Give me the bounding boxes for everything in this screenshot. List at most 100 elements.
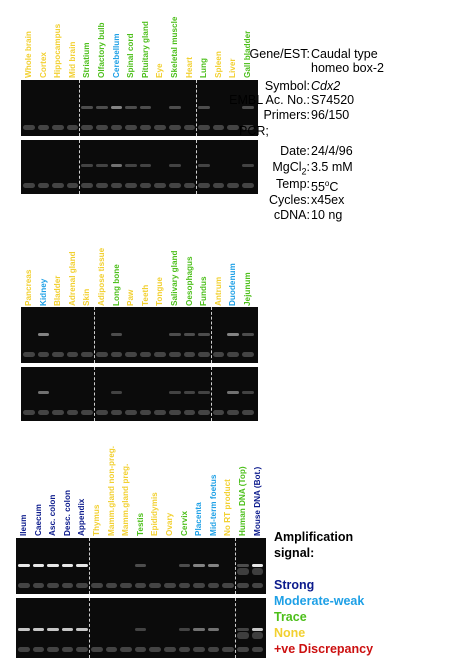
primer-dimer-band — [96, 352, 108, 357]
gel-separator — [210, 307, 212, 363]
gene-value-line-2: homeo box-2 — [311, 61, 384, 75]
tissue-labels-panel-2: Pancreas Kidney Bladder Adrenal gland Skin Ad… — [21, 232, 261, 306]
product-band — [227, 391, 239, 394]
primer-dimer-band — [154, 125, 166, 130]
primer-dimer-band — [154, 183, 166, 188]
lane-label: Oesophagus — [184, 256, 194, 306]
lane-label: Mamm.gland non-preg. — [106, 445, 116, 536]
lane-label: Skeletal muscle — [170, 16, 179, 78]
lane-label: Teeth — [140, 284, 150, 306]
product-band — [169, 106, 181, 109]
product-band — [134, 564, 147, 567]
primer-dimer-band — [154, 410, 166, 415]
primer-dimer-band — [120, 583, 132, 588]
primer-dimer-band — [96, 410, 108, 415]
cycles-label: Cycles: — [269, 193, 310, 207]
lane-label: Paw — [126, 289, 136, 306]
product-band — [207, 628, 220, 631]
primer-dimer-band — [52, 352, 64, 357]
product-band — [47, 628, 59, 631]
mgcl-label: MgCl2: — [272, 160, 310, 177]
product-band — [96, 164, 108, 167]
product-band — [110, 333, 123, 336]
gel-separator — [196, 80, 198, 136]
gene-label: Gene/EST: — [249, 47, 310, 61]
lane-label: Mamm.gland preg. — [121, 463, 131, 536]
lane-label: Cerebellum — [111, 33, 121, 78]
cycles-value: x45ex — [311, 193, 345, 207]
primer-dimer-band — [251, 647, 264, 652]
primer-dimer-band — [242, 183, 254, 188]
lane-label: Bladder — [53, 275, 63, 306]
product-band — [134, 628, 147, 631]
product-band — [18, 628, 30, 631]
temp-label: Temp: — [275, 177, 310, 191]
product-band — [237, 628, 249, 631]
primer-dimer-band — [18, 583, 30, 588]
product-band — [178, 628, 191, 631]
lane-label: Eye — [155, 63, 165, 78]
product-band — [139, 164, 152, 167]
primer-dimer-band — [139, 410, 152, 415]
lane-label: Spleen — [213, 51, 223, 78]
product-band — [110, 391, 123, 394]
primer-dimer-band — [227, 410, 239, 415]
primer-dimer-band — [212, 352, 225, 357]
product-band — [183, 333, 196, 336]
legend-title-line-2: signal: — [274, 546, 315, 560]
lane-label: Long bone — [111, 264, 121, 306]
lane-label: No RT product — [223, 479, 233, 536]
lane-label: Hippocampus — [53, 23, 63, 78]
primer-dimer-band — [47, 583, 59, 588]
primer-dimer-band — [91, 647, 103, 652]
primer-dimer-band — [139, 183, 152, 188]
gel-image-panel-3-top — [16, 538, 266, 594]
product-band — [37, 391, 50, 394]
embl-value: S74520 — [311, 93, 355, 107]
primer-dimer-band — [183, 410, 196, 415]
legend-strong: Strong — [274, 578, 315, 592]
primer-dimer-band — [251, 583, 264, 588]
primer-dimer-band — [154, 352, 166, 357]
primer-dimer-band — [37, 352, 50, 357]
primer-dimer-band — [81, 183, 93, 188]
dna-smear — [237, 568, 249, 575]
primer-dimer-band — [193, 583, 205, 588]
primer-dimer-band — [105, 647, 118, 652]
gene-value-line-1: Caudal type — [311, 47, 378, 61]
product-band — [193, 628, 205, 631]
primer-dimer-band — [81, 410, 93, 415]
product-band — [125, 164, 137, 167]
primer-dimer-band — [52, 125, 64, 130]
primer-dimer-band — [23, 183, 35, 188]
product-band — [242, 164, 254, 167]
primer-dimer-band — [178, 583, 191, 588]
gel-separator — [89, 538, 90, 594]
primer-dimer-band — [110, 125, 123, 130]
gel-separator — [79, 140, 81, 194]
primer-dimer-band — [125, 410, 137, 415]
primer-dimer-band — [125, 183, 137, 188]
primer-dimer-band — [207, 647, 220, 652]
product-band — [251, 628, 264, 631]
gel-separator — [94, 367, 95, 421]
date-value: 24/4/96 — [311, 144, 353, 158]
gel-separator — [235, 538, 236, 594]
primer-dimer-band — [222, 583, 234, 588]
primer-dimer-band — [32, 583, 45, 588]
gel-image-panel-3-bottom — [16, 598, 266, 658]
primer-dimer-band — [47, 647, 59, 652]
primer-dimer-band — [183, 125, 196, 130]
lane-label: Spinal cord — [126, 33, 136, 78]
lane-label: Fundus — [199, 276, 209, 306]
lane-label: Antrum — [213, 276, 223, 306]
product-band — [198, 391, 210, 394]
lane-label: Ovary — [165, 512, 174, 536]
legend-trace: Trace — [274, 610, 307, 624]
primer-dimer-band — [23, 352, 35, 357]
amplification-legend: Amplification signal: Strong Moderate-we… — [274, 529, 373, 657]
primer-dimer-band — [183, 183, 196, 188]
primers-label: Primers: — [263, 108, 310, 122]
primer-dimer-band — [81, 125, 93, 130]
product-band — [242, 391, 254, 394]
